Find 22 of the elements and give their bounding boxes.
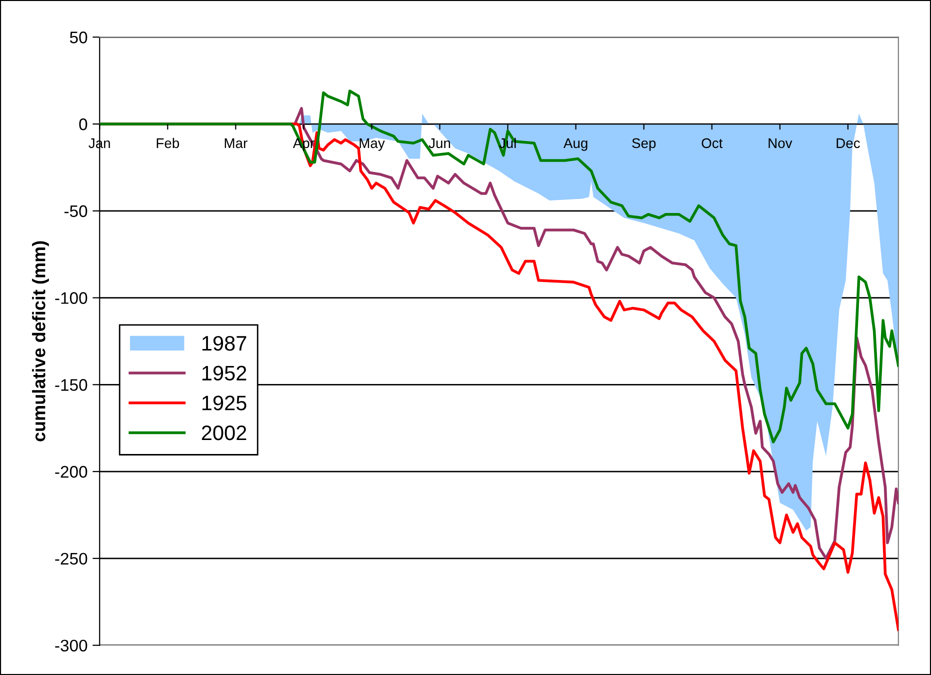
legend-label: 2002 bbox=[202, 425, 246, 440]
x-tick-label: Mar bbox=[224, 138, 248, 148]
x-tick-label: Jun bbox=[428, 138, 450, 148]
legend-label: 1925 bbox=[202, 396, 246, 410]
y-axis-title: cumulative deficit (mm) bbox=[32, 241, 49, 442]
y-tick-label: -150 bbox=[55, 379, 88, 391]
x-tick-label: Nov bbox=[768, 138, 792, 148]
legend-label: 1952 bbox=[202, 366, 246, 381]
x-tick-label: Oct bbox=[702, 138, 723, 148]
y-tick-label: -100 bbox=[55, 292, 88, 304]
x-tick-label: Sep bbox=[632, 138, 656, 151]
x-tick-label: May bbox=[360, 138, 385, 151]
y-tick-label: -300 bbox=[55, 640, 88, 652]
y-tick-label: 50 bbox=[70, 32, 88, 44]
y-tick-label: -200 bbox=[55, 466, 88, 478]
legend-label: 1987 bbox=[202, 336, 246, 351]
x-tick-label: Dec bbox=[836, 138, 860, 148]
y-tick-label: -250 bbox=[55, 552, 88, 565]
y-tick-label: -50 bbox=[64, 205, 88, 218]
y-tick-label: 0 bbox=[79, 118, 88, 130]
x-tick-label: Feb bbox=[156, 138, 180, 148]
x-tick-label: Aug bbox=[563, 138, 588, 151]
